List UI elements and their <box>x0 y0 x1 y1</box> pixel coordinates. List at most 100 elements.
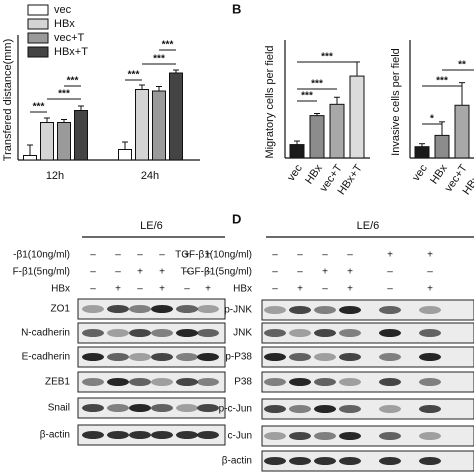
blot-band <box>314 306 336 314</box>
blot-band <box>264 329 286 337</box>
blot-band <box>419 353 441 361</box>
significance-label: *** <box>162 40 174 51</box>
blot-row-label: p-c-Jun <box>219 404 252 415</box>
significance-label: *** <box>436 76 448 87</box>
blot-band <box>339 432 361 440</box>
condition-sign: + <box>159 284 165 295</box>
condition-sign: – <box>272 284 278 295</box>
condition-sign: + <box>347 267 353 278</box>
blot-header: LE/6 <box>357 220 380 232</box>
blot-band <box>107 353 129 361</box>
blot-strip <box>261 346 474 368</box>
condition-sign: – <box>427 267 433 278</box>
blot-band <box>314 378 336 386</box>
condition-sign: + <box>387 250 393 261</box>
condition-label: TGF-β1(5ng/ml) <box>181 267 252 278</box>
blot-band <box>176 378 198 386</box>
condition-sign: – <box>387 267 393 278</box>
blot-band <box>82 353 104 361</box>
blot-band <box>314 353 336 361</box>
blot-band <box>129 353 151 361</box>
condition-sign: – <box>322 250 328 261</box>
significance-label: * <box>430 114 434 125</box>
bar <box>414 146 430 159</box>
condition-sign: – <box>347 250 353 261</box>
significance-label: *** <box>58 89 70 100</box>
blot-band <box>289 378 311 386</box>
condition-sign: + <box>205 250 211 261</box>
condition-sign: + <box>297 284 303 295</box>
blot-band <box>82 404 104 412</box>
blot-band <box>151 431 173 439</box>
condition-sign: – <box>137 250 143 261</box>
y-axis-label: Invasive cells per field <box>390 48 402 156</box>
condition-sign: + <box>184 250 190 261</box>
bar <box>434 134 450 159</box>
blot-band <box>289 405 311 413</box>
blot-band <box>264 432 286 440</box>
blot-band <box>289 353 311 361</box>
condition-sign: – <box>387 284 393 295</box>
blot-band <box>379 405 401 413</box>
blot-row-label: P38 <box>234 377 252 388</box>
x-tick-label: vec <box>285 162 305 183</box>
condition-sign: + <box>137 267 143 278</box>
legend-swatch <box>27 4 49 16</box>
bar <box>309 115 325 159</box>
condition-sign: – <box>205 267 211 278</box>
significance-label: *** <box>128 70 140 81</box>
blot-band <box>379 329 401 337</box>
blot-band <box>197 329 219 337</box>
blot-band <box>339 306 361 314</box>
blot-band <box>264 353 286 361</box>
blot-band <box>419 432 441 440</box>
blot-band <box>197 378 219 386</box>
x-tick-label: vec <box>410 162 430 183</box>
blot-row-label: p-JNK <box>224 305 252 316</box>
blot-band <box>151 305 173 313</box>
blot-band <box>82 305 104 313</box>
blot-strip <box>261 425 474 447</box>
blot-band <box>197 305 219 313</box>
blot-band <box>82 329 104 337</box>
blot-row-label: ZEB1 <box>45 377 70 388</box>
blot-band <box>379 353 401 361</box>
condition-label: HBx <box>51 284 70 295</box>
condition-sign: + <box>347 284 353 295</box>
blot-band <box>176 404 198 412</box>
blot-band <box>314 329 336 337</box>
y-axis-label: Transfered distance(mm) <box>2 39 14 161</box>
bar <box>289 144 305 159</box>
significance-label: *** <box>153 54 165 65</box>
blot-band <box>314 432 336 440</box>
blot-band <box>314 405 336 413</box>
legend-swatch <box>27 46 49 58</box>
blot-band <box>289 457 311 465</box>
condition-sign: – <box>272 250 278 261</box>
significance-label: *** <box>67 76 79 87</box>
bar <box>57 122 71 161</box>
blot-strip <box>261 371 474 393</box>
bar <box>349 75 365 159</box>
bar <box>329 103 345 159</box>
bar <box>74 110 88 161</box>
y-axis-label: Migratory cells per field <box>264 45 276 158</box>
blot-band <box>264 378 286 386</box>
blot-strip <box>77 322 226 344</box>
blot-band <box>176 353 198 361</box>
condition-label: HBx <box>233 284 252 295</box>
blot-band <box>197 353 219 361</box>
blot-band <box>419 329 441 337</box>
blot-strip <box>261 450 474 472</box>
x-tick-label: 24h <box>141 170 159 182</box>
condition-label: -β1(10ng/ml) <box>13 250 70 261</box>
blot-row-label: ZO1 <box>51 304 71 315</box>
panel-label: B <box>232 1 241 16</box>
condition-label: F-β1(5ng/ml) <box>13 267 70 278</box>
blot-band <box>264 405 286 413</box>
blot-band <box>339 329 361 337</box>
blot-band <box>176 305 198 313</box>
blot-band <box>314 457 336 465</box>
blot-band <box>176 431 198 439</box>
